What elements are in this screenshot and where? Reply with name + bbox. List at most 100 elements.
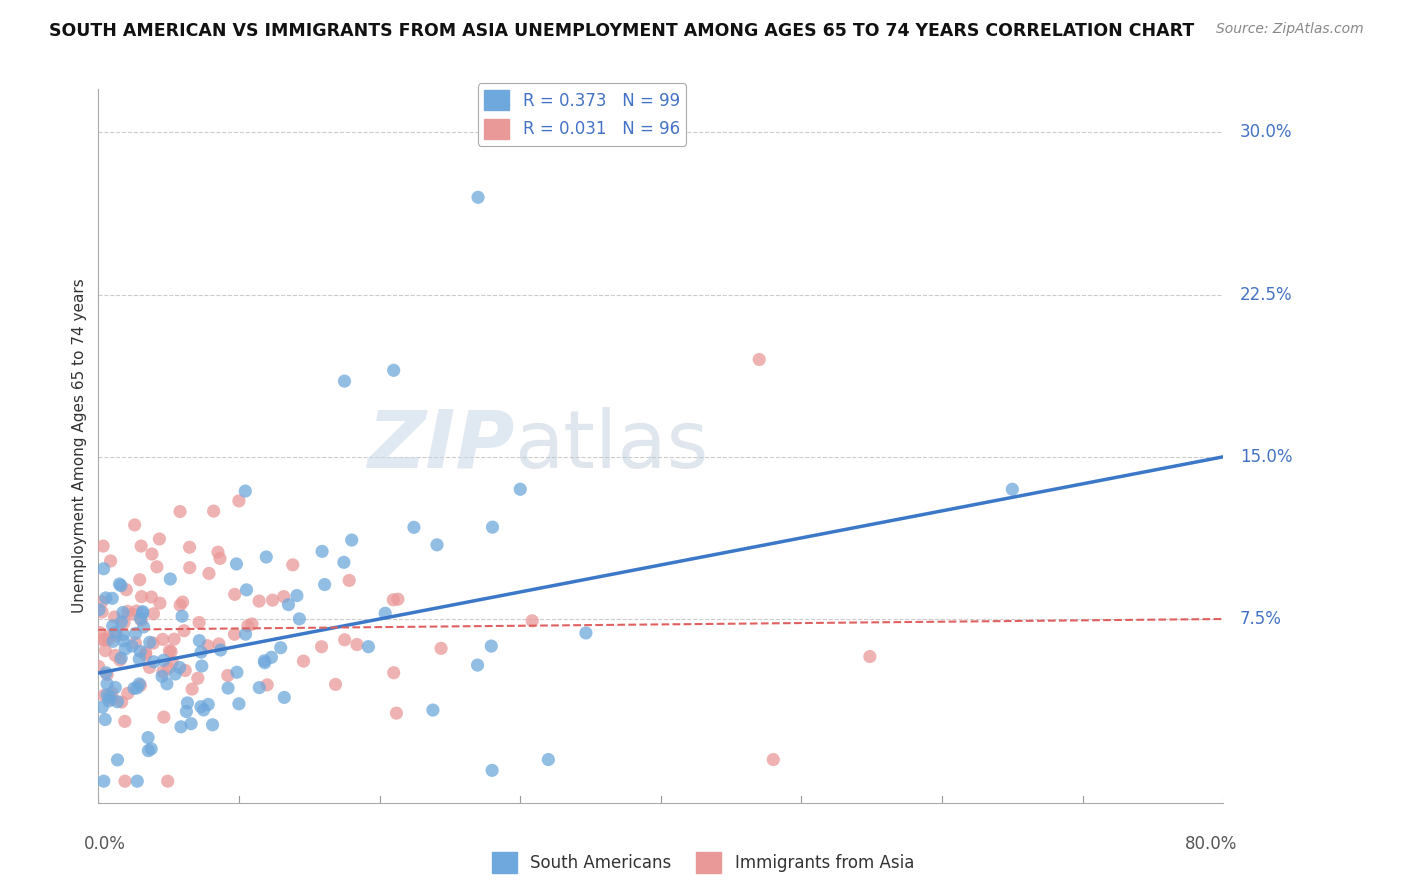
Point — [131, 590, 153, 604]
Point — [149, 596, 172, 610]
Point — [481, 764, 503, 778]
Point — [91, 700, 114, 714]
Point — [181, 681, 204, 696]
Point — [107, 695, 129, 709]
Point — [174, 664, 197, 678]
Point — [225, 557, 247, 571]
Point — [217, 681, 239, 695]
Point — [179, 560, 201, 574]
Point — [152, 665, 174, 679]
Point — [129, 644, 152, 658]
Point — [129, 611, 152, 625]
Point — [129, 539, 152, 553]
Point — [93, 562, 115, 576]
Point — [191, 659, 214, 673]
Point — [281, 558, 304, 572]
Point — [159, 643, 181, 657]
Point — [247, 681, 270, 695]
Point — [105, 628, 128, 642]
Point — [325, 677, 347, 691]
Point — [172, 609, 194, 624]
Point — [94, 632, 117, 647]
Point — [97, 632, 120, 647]
Point — [101, 634, 124, 648]
Point — [93, 689, 115, 703]
Point — [311, 640, 333, 654]
Point — [148, 532, 170, 546]
Point — [103, 610, 125, 624]
Point — [96, 667, 118, 681]
Point — [193, 703, 215, 717]
Point — [139, 635, 162, 649]
Point — [467, 190, 489, 204]
Point — [170, 720, 193, 734]
Point — [153, 710, 176, 724]
Point — [96, 677, 118, 691]
Point — [382, 665, 405, 680]
Point — [122, 681, 145, 696]
Point — [127, 774, 149, 789]
Point — [90, 632, 112, 647]
Point — [176, 705, 198, 719]
Text: 22.5%: 22.5% — [1240, 285, 1292, 303]
Point — [253, 656, 276, 670]
Point — [333, 555, 356, 569]
Point — [104, 681, 127, 695]
Point — [100, 554, 122, 568]
Point — [128, 652, 150, 666]
Point — [357, 640, 380, 654]
Point — [94, 713, 117, 727]
Point — [228, 697, 250, 711]
Point — [169, 504, 191, 518]
Point — [382, 363, 405, 377]
Point — [127, 681, 149, 695]
Point — [165, 667, 187, 681]
Point — [256, 678, 278, 692]
Point — [270, 640, 292, 655]
Point — [112, 627, 135, 641]
Point — [124, 636, 146, 650]
Point — [201, 718, 224, 732]
Point — [179, 540, 201, 554]
Point — [748, 352, 770, 367]
Point — [190, 699, 212, 714]
Point — [101, 591, 124, 606]
Point — [107, 753, 129, 767]
Point — [150, 669, 173, 683]
Point — [135, 648, 157, 662]
Point — [87, 603, 110, 617]
Point — [233, 484, 256, 499]
Point — [382, 592, 405, 607]
Point — [90, 595, 112, 609]
Point — [112, 633, 135, 648]
Point — [169, 598, 191, 612]
Point — [333, 374, 356, 388]
Text: Source: ZipAtlas.com: Source: ZipAtlas.com — [1216, 22, 1364, 37]
Point — [138, 744, 160, 758]
Point — [129, 678, 152, 692]
Point — [285, 589, 308, 603]
Point — [159, 572, 181, 586]
Point — [101, 692, 124, 706]
Point — [273, 690, 295, 705]
Text: 15.0%: 15.0% — [1240, 448, 1292, 466]
Point — [188, 615, 211, 630]
Text: SOUTH AMERICAN VS IMMIGRANTS FROM ASIA UNEMPLOYMENT AMONG AGES 65 TO 74 YEARS CO: SOUTH AMERICAN VS IMMIGRANTS FROM ASIA U… — [49, 22, 1195, 40]
Point — [173, 624, 195, 638]
Point — [117, 686, 139, 700]
Point — [235, 582, 257, 597]
Point — [226, 665, 249, 680]
Point — [172, 595, 194, 609]
Y-axis label: Unemployment Among Ages 65 to 74 years: Unemployment Among Ages 65 to 74 years — [72, 278, 87, 614]
Point — [288, 612, 311, 626]
Point — [176, 696, 198, 710]
Point — [314, 577, 336, 591]
Point — [141, 590, 163, 604]
Point — [136, 731, 159, 745]
Point — [131, 606, 153, 620]
Point — [426, 538, 449, 552]
Point — [112, 615, 135, 630]
Point — [537, 753, 560, 767]
Point — [121, 639, 143, 653]
Point — [479, 639, 502, 653]
